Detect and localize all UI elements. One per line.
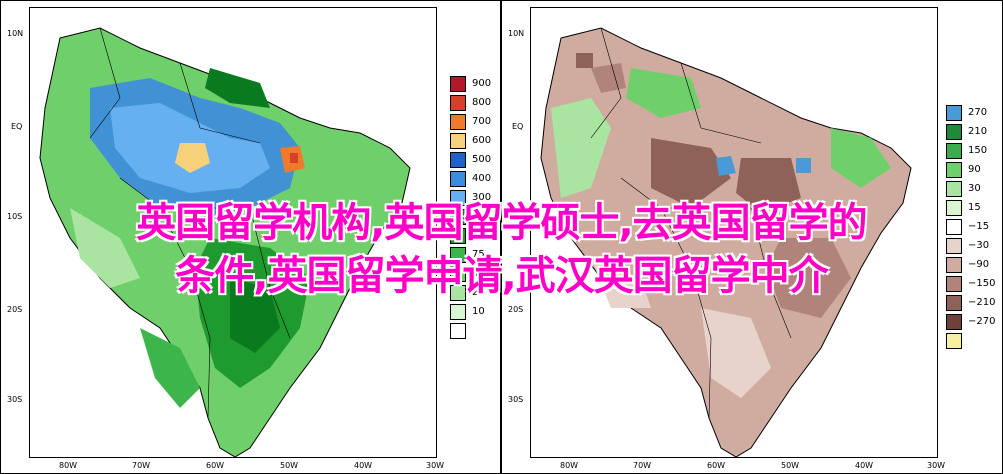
lon-tick: 30W bbox=[426, 461, 445, 470]
legend-label: 100 bbox=[472, 230, 492, 241]
legend-label: −270 bbox=[968, 316, 996, 327]
lon-tick: 60W bbox=[707, 461, 726, 470]
legend-label: 50 bbox=[472, 268, 485, 279]
legend-swatch bbox=[450, 228, 466, 244]
lat-tick: 10N bbox=[7, 29, 24, 38]
lon-tick: 40W bbox=[855, 461, 874, 470]
right-map-frame bbox=[530, 7, 938, 458]
legend-swatch bbox=[946, 105, 962, 121]
legend-swatch bbox=[450, 323, 466, 339]
legend-swatch bbox=[946, 238, 962, 254]
lon-tick: 60W bbox=[206, 461, 225, 470]
right-map-panel: 10N EQ 10S 20S 30S 80W 70W 60W 50W 40W 3… bbox=[501, 0, 1003, 474]
lon-tick: 50W bbox=[280, 461, 299, 470]
left-map-panel: 10N EQ 10S 20S 30S 80W 70W 60W 50W 40W 3… bbox=[0, 0, 501, 474]
lat-tick: 10S bbox=[7, 212, 23, 221]
legend-label: 800 bbox=[472, 97, 492, 108]
legend-swatch bbox=[450, 190, 466, 206]
legend-label: 500 bbox=[472, 154, 492, 165]
legend-label: −15 bbox=[968, 221, 990, 232]
legend-swatch bbox=[946, 314, 962, 330]
legend-swatch bbox=[450, 304, 466, 320]
legend-label: 900 bbox=[472, 78, 492, 89]
lat-tick: 30S bbox=[7, 395, 23, 404]
legend-label: 15 bbox=[968, 202, 981, 213]
legend-label: 300 bbox=[472, 192, 492, 203]
legend-label: 25 bbox=[472, 287, 485, 298]
lon-tick: 70W bbox=[132, 461, 151, 470]
overlay-text-line1: 英国留学机构,英国留学硕士,去英国留学的 bbox=[136, 200, 867, 246]
legend-swatch bbox=[450, 76, 466, 92]
lat-tick: 30S bbox=[508, 395, 524, 404]
lat-tick: EQ bbox=[11, 122, 23, 131]
legend-swatch bbox=[450, 171, 466, 187]
legend-label: 30 bbox=[968, 183, 981, 194]
legend-label: 200 bbox=[472, 211, 492, 222]
legend-label: 90 bbox=[968, 164, 981, 175]
legend-swatch bbox=[946, 124, 962, 140]
legend-label: −30 bbox=[968, 240, 990, 251]
legend-swatch bbox=[450, 95, 466, 111]
legend-swatch bbox=[946, 162, 962, 178]
legend-swatch bbox=[450, 209, 466, 225]
legend-label: −90 bbox=[968, 259, 990, 270]
lat-tick: 10N bbox=[508, 29, 525, 38]
lon-tick: 70W bbox=[633, 461, 652, 470]
lon-tick: 30W bbox=[927, 461, 946, 470]
legend-swatch bbox=[946, 143, 962, 159]
legend-swatch bbox=[450, 152, 466, 168]
legend-label: 270 bbox=[968, 107, 988, 118]
legend-label: 400 bbox=[472, 173, 492, 184]
legend-label: −150 bbox=[968, 278, 996, 289]
legend-swatch bbox=[946, 295, 962, 311]
legend-swatch bbox=[450, 247, 466, 263]
legend-swatch bbox=[450, 114, 466, 130]
lat-tick: 20S bbox=[7, 305, 23, 314]
legend-label: 210 bbox=[968, 126, 988, 137]
legend-label: −210 bbox=[968, 297, 996, 308]
legend-swatch bbox=[946, 200, 962, 216]
lat-tick: 20S bbox=[508, 305, 524, 314]
legend-swatch bbox=[450, 133, 466, 149]
left-map-frame bbox=[29, 7, 437, 458]
left-map bbox=[39, 27, 411, 457]
legend-label: 700 bbox=[472, 116, 492, 127]
legend-swatch bbox=[946, 333, 962, 349]
legend-label: 10 bbox=[472, 306, 485, 317]
legend-label: 150 bbox=[968, 145, 988, 156]
legend-swatch bbox=[946, 219, 962, 235]
legend-label: 600 bbox=[472, 135, 492, 146]
lon-tick: 50W bbox=[781, 461, 800, 470]
legend-swatch bbox=[450, 266, 466, 282]
lat-tick: 10S bbox=[508, 212, 524, 221]
lon-tick: 80W bbox=[59, 461, 78, 470]
legend-swatch bbox=[946, 181, 962, 197]
legend-label: 75 bbox=[472, 249, 485, 260]
legend-swatch bbox=[450, 285, 466, 301]
lon-tick: 80W bbox=[560, 461, 579, 470]
lat-tick: EQ bbox=[512, 122, 524, 131]
legend-swatch bbox=[946, 257, 962, 273]
lon-tick: 40W bbox=[354, 461, 373, 470]
right-map bbox=[540, 27, 912, 457]
overlay-text-line2: 条件,英国留学申请,武汉英国留学中介 bbox=[175, 253, 828, 299]
legend-swatch bbox=[946, 276, 962, 292]
